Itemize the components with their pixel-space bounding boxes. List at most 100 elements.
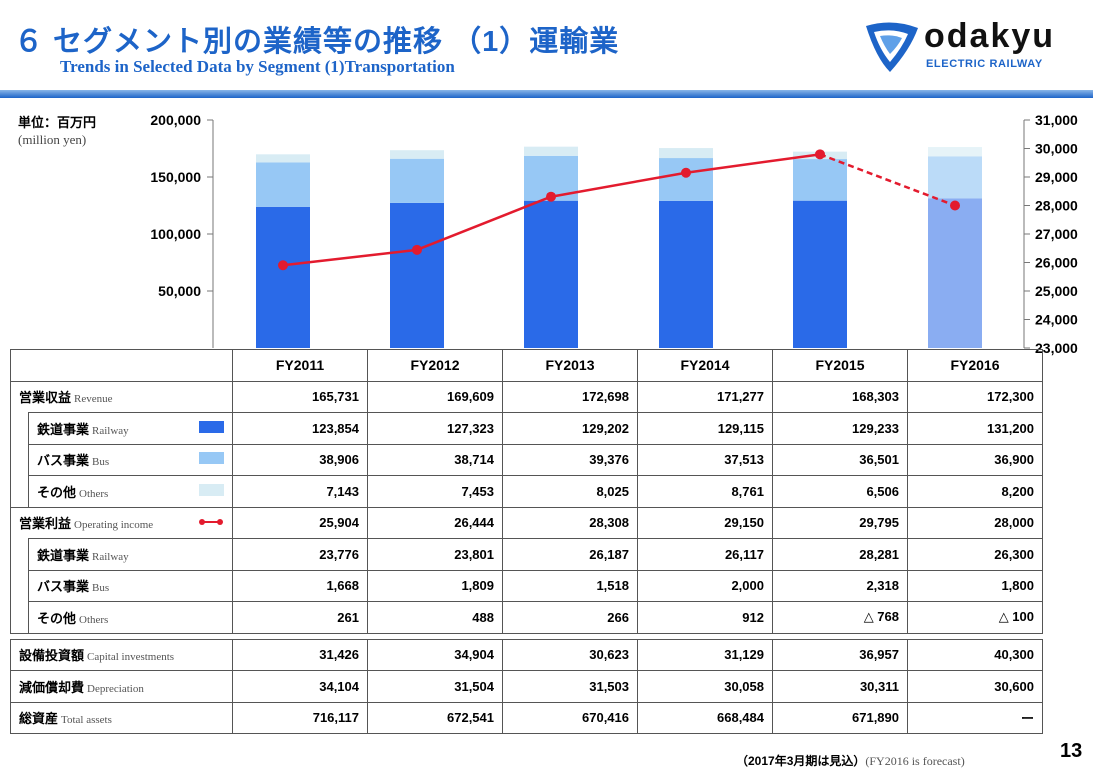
row-label-en: Revenue [74, 393, 113, 406]
table-cell: 8,761 [637, 475, 773, 508]
table-cell: 23,776 [232, 538, 368, 571]
table-cell: 1,518 [502, 569, 638, 602]
row-label: 営業収益 [19, 390, 72, 406]
row-label-en: Depreciation [87, 682, 144, 695]
row-label: バス事業 [37, 453, 90, 469]
header-cell: FY2011 [232, 349, 368, 382]
table-cell: 261 [232, 601, 368, 634]
operating-income-line-segment [685, 153, 821, 174]
table-cell: 39,376 [502, 443, 638, 476]
table-cell: △ 768 [772, 601, 908, 634]
table-row-total-assets: 総資産 Total assets 716,117 672,541 670,416 … [10, 701, 1043, 734]
table-cell: 171,277 [637, 380, 773, 413]
table-cell: 37,513 [637, 443, 773, 476]
table-cell: 266 [502, 601, 638, 634]
table-cell: △ 100 [907, 601, 1043, 634]
right-tick-label: 23,000 [1035, 340, 1078, 356]
table-cell: 34,104 [232, 670, 368, 703]
row-label: 鉄道事業 [37, 421, 90, 437]
table-cell: 169,609 [367, 380, 503, 413]
table-header-row: FY2011 FY2012 FY2013 FY2014 FY2015 FY201… [10, 349, 1043, 382]
row-label-en: Total assets [61, 714, 112, 727]
legend-swatch-railway [199, 420, 224, 433]
table-cell: 31,426 [232, 638, 368, 671]
table-row-op-railway: 鉄道事業 Railway 23,776 23,801 26,187 26,117 … [10, 538, 1043, 571]
table-cell: 31,503 [502, 670, 638, 703]
company-logo: odakyu ELECTRIC RAILWAY [862, 17, 1077, 80]
table-cell: 2,000 [637, 569, 773, 602]
table-cell: 7,143 [232, 475, 368, 508]
table-cell: 40,300 [907, 638, 1043, 671]
logo-wordmark: odakyu [924, 17, 1056, 55]
table-cell: 1,800 [907, 569, 1043, 602]
table-row-revenue: 営業収益 Revenue 165,731 169,609 172,698 171,… [10, 380, 1043, 413]
bar-bus [256, 162, 310, 207]
table-cell: 36,501 [772, 443, 908, 476]
operating-income-point [546, 191, 556, 202]
operating-income-line-segment [282, 248, 418, 267]
row-label: 鉄道事業 [37, 547, 90, 563]
row-label: その他 [37, 484, 77, 500]
row-label-en: Operating income [74, 519, 154, 532]
right-tick-label: 27,000 [1035, 226, 1078, 242]
logo-subtitle: ELECTRIC RAILWAY [926, 58, 1043, 70]
page-number: 13 [1060, 740, 1083, 762]
table-row-depreciation: 減価償却費 Depreciation 34,104 31,504 31,503 3… [10, 670, 1043, 703]
table-cell: ー [907, 701, 1043, 734]
bar-others [659, 148, 713, 159]
operating-income-point [278, 260, 288, 271]
bar-railway [390, 202, 444, 348]
left-tick-label: 200,000 [150, 112, 201, 128]
table-cell: 127,323 [367, 412, 503, 445]
table-cell: 716,117 [232, 701, 368, 734]
legend-swatch-others [199, 483, 224, 496]
left-tick-label: 50,000 [158, 283, 201, 299]
table-cell: 129,202 [502, 412, 638, 445]
bar-bus [659, 158, 713, 201]
bar-others [390, 150, 444, 159]
table-row-op-others: その他 Others 261 488 266 912 △ 768 △ 100 [10, 601, 1043, 634]
table-cell: 172,698 [502, 380, 638, 413]
operating-income-point [681, 167, 691, 178]
table-cell: 30,623 [502, 638, 638, 671]
legend-swatch-bus [199, 452, 224, 465]
header-cell: FY2014 [637, 349, 773, 382]
table-cell: 7,453 [367, 475, 503, 508]
bar-railway [659, 200, 713, 348]
row-label-en: Bus [92, 456, 110, 469]
header-cell: FY2013 [502, 349, 638, 382]
row-label-en: Others [79, 613, 109, 626]
table-cell: 26,300 [907, 538, 1043, 571]
left-tick-label: 150,000 [150, 169, 201, 185]
table-cell: 34,904 [367, 638, 503, 671]
revenue-income-chart: 200,000 150,000 100,000 50,000 31,000 30,000 2… [150, 112, 1078, 356]
row-label-en: Capital investments [87, 651, 175, 664]
table-cell: 912 [637, 601, 773, 634]
right-tick-label: 24,000 [1035, 312, 1078, 328]
table-cell: 672,541 [367, 701, 503, 734]
table-cell: 2,318 [772, 569, 908, 602]
row-label: 減価償却費 [19, 679, 85, 695]
page-subtitle: Trends in Selected Data by Segment (1)Tr… [60, 57, 455, 76]
table-cell: 36,900 [907, 443, 1043, 476]
right-tick-label: 29,000 [1035, 169, 1078, 185]
table-cell: 129,115 [637, 412, 773, 445]
row-label: 設備投資額 [19, 648, 85, 664]
row-label: その他 [37, 610, 77, 626]
header-cell: FY2012 [367, 349, 503, 382]
table-cell: 165,731 [232, 380, 368, 413]
table-cell: 38,906 [232, 443, 368, 476]
operating-income-point [412, 244, 422, 255]
table-cell: 26,444 [367, 506, 503, 539]
table-row-revenue-railway: 鉄道事業 Railway 123,854 127,323 129,202 129,… [10, 412, 1043, 445]
table-row-revenue-bus: バス事業 Bus 38,906 38,714 39,376 37,513 36,5… [10, 443, 1043, 476]
table-cell: 668,484 [637, 701, 773, 734]
table-cell: 30,058 [637, 670, 773, 703]
table-cell: 1,668 [232, 569, 368, 602]
row-label-en: Others [79, 487, 109, 500]
table-cell: 28,000 [907, 506, 1043, 539]
footnote-en: (FY2016 is forecast) [865, 754, 965, 768]
table-row-revenue-others: その他 Others 7,143 7,453 8,025 8,761 6,506 … [10, 475, 1043, 508]
odakyu-emblem-icon [866, 22, 918, 73]
header-cell: FY2015 [772, 349, 908, 382]
